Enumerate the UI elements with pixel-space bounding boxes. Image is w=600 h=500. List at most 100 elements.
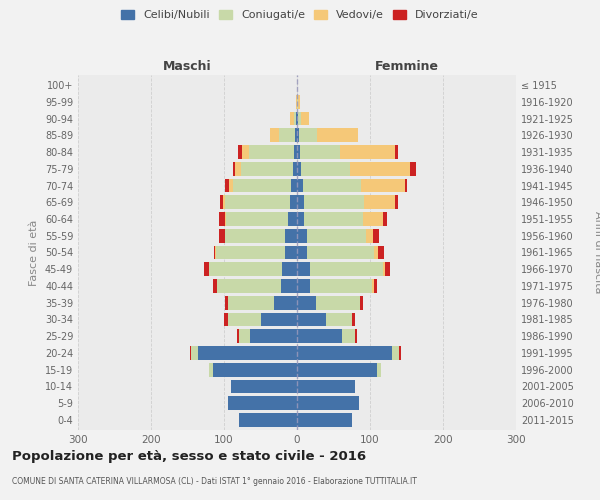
Bar <box>223 196 226 209</box>
Bar <box>297 196 304 209</box>
Bar <box>297 95 298 108</box>
Bar <box>297 162 301 175</box>
Bar <box>361 178 405 192</box>
Bar <box>233 178 291 192</box>
Bar <box>297 212 304 226</box>
Bar <box>307 246 374 260</box>
Bar <box>297 363 377 376</box>
Bar <box>235 162 241 175</box>
Bar <box>297 145 300 159</box>
Bar <box>270 128 279 142</box>
Bar <box>219 212 225 226</box>
Bar <box>297 296 316 310</box>
Bar <box>297 229 307 242</box>
Bar <box>301 112 308 126</box>
Y-axis label: Anni di nascita: Anni di nascita <box>593 211 600 294</box>
Bar <box>374 279 377 293</box>
Bar <box>297 128 299 142</box>
Bar <box>296 112 297 126</box>
Bar <box>290 112 294 126</box>
Bar <box>216 246 286 260</box>
Bar <box>299 128 317 142</box>
Bar <box>355 330 357 343</box>
Bar <box>293 162 297 175</box>
Bar <box>326 312 352 326</box>
Bar <box>274 296 297 310</box>
Bar <box>410 162 416 175</box>
Bar <box>225 229 226 242</box>
Bar <box>249 145 294 159</box>
Bar <box>300 145 340 159</box>
Bar <box>378 246 384 260</box>
Legend: Celibi/Nubili, Coniugati/e, Vedovi/e, Divorziati/e: Celibi/Nubili, Coniugati/e, Vedovi/e, Di… <box>117 6 483 25</box>
Bar <box>303 178 361 192</box>
Bar <box>238 145 242 159</box>
Bar <box>297 279 310 293</box>
Bar <box>360 296 364 310</box>
Bar <box>203 262 209 276</box>
Bar <box>229 296 274 310</box>
Bar <box>294 112 296 126</box>
Bar <box>310 262 383 276</box>
Bar <box>297 246 307 260</box>
Bar <box>297 112 298 126</box>
Bar <box>297 330 342 343</box>
Bar <box>301 162 350 175</box>
Bar <box>297 312 326 326</box>
Bar <box>217 279 281 293</box>
Bar <box>260 312 297 326</box>
Bar <box>237 330 239 343</box>
Bar <box>395 145 398 159</box>
Text: Femmine: Femmine <box>374 60 439 74</box>
Y-axis label: Fasce di età: Fasce di età <box>29 220 39 286</box>
Bar <box>239 330 250 343</box>
Bar <box>283 262 297 276</box>
Bar <box>352 312 355 326</box>
Bar <box>291 178 297 192</box>
Bar <box>199 346 297 360</box>
Bar <box>295 128 297 142</box>
Bar <box>377 363 381 376</box>
Bar <box>385 262 391 276</box>
Bar <box>296 95 297 108</box>
Bar <box>213 279 217 293</box>
Bar <box>294 145 297 159</box>
Bar <box>288 212 297 226</box>
Bar <box>290 196 297 209</box>
Bar <box>350 162 410 175</box>
Text: Popolazione per età, sesso e stato civile - 2016: Popolazione per età, sesso e stato civil… <box>12 450 366 463</box>
Bar <box>342 330 355 343</box>
Bar <box>372 279 374 293</box>
Bar <box>227 312 260 326</box>
Bar <box>297 396 359 410</box>
Bar <box>281 279 297 293</box>
Bar <box>373 229 379 242</box>
Bar <box>297 413 352 427</box>
Bar <box>304 196 364 209</box>
Bar <box>307 229 365 242</box>
Bar <box>220 196 223 209</box>
Text: Maschi: Maschi <box>163 60 212 74</box>
Bar <box>209 363 213 376</box>
Bar <box>383 212 387 226</box>
Bar <box>227 396 297 410</box>
Bar <box>191 346 199 360</box>
Bar <box>297 262 310 276</box>
Bar <box>316 296 360 310</box>
Bar <box>297 178 303 192</box>
Bar <box>399 346 401 360</box>
Bar <box>242 145 249 159</box>
Bar <box>215 246 216 260</box>
Bar <box>239 413 297 427</box>
Bar <box>279 128 295 142</box>
Bar <box>250 330 297 343</box>
Bar <box>209 262 283 276</box>
Bar <box>226 196 290 209</box>
Bar <box>214 246 215 260</box>
Bar <box>226 229 286 242</box>
Bar <box>286 246 297 260</box>
Bar <box>286 229 297 242</box>
Bar <box>364 196 395 209</box>
Bar <box>310 279 372 293</box>
Bar <box>233 162 235 175</box>
